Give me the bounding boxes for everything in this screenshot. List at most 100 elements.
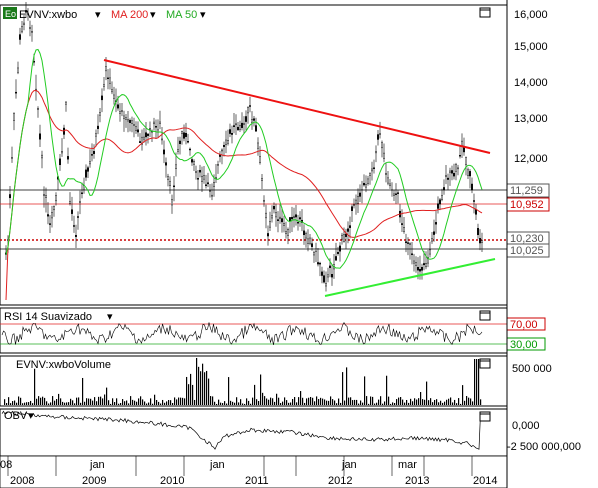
- obv-panel-maximize-button[interactable]: [479, 411, 491, 422]
- price-candle-body: [176, 149, 179, 152]
- support-trendline[interactable]: [324, 258, 496, 297]
- rsi-panel-maximize-button[interactable]: [479, 310, 491, 321]
- volume-bar: [36, 398, 38, 405]
- volume-bar: [114, 402, 116, 405]
- volume-bar: [138, 398, 140, 405]
- x-label-mar: mar: [398, 459, 417, 471]
- price-candle-body: [473, 200, 476, 202]
- volume-bar: [452, 402, 454, 405]
- resistance-trendline[interactable]: [103, 59, 491, 154]
- price-candle-body: [471, 183, 474, 191]
- time-axis-ticks: [7, 456, 473, 476]
- ma50-label[interactable]: MA 50: [166, 9, 197, 21]
- rsi-dropdown-icon[interactable]: ▾: [107, 311, 113, 323]
- price-candle-body: [319, 262, 322, 265]
- volume-bar: [476, 359, 478, 405]
- price-candle-body: [70, 209, 73, 214]
- volume-bar: [464, 400, 466, 405]
- price-candle-body: [311, 243, 314, 247]
- price-panel-maximize-button[interactable]: [479, 7, 491, 18]
- price-candle-body: [359, 192, 362, 197]
- price-series-dropdown-icon[interactable]: ▾: [95, 9, 101, 21]
- volume-bar: [290, 402, 292, 405]
- price-candle-body: [315, 248, 318, 252]
- price-candle-body: [383, 152, 386, 159]
- volume-bar: [460, 403, 462, 405]
- volume-bar: [122, 399, 124, 405]
- price-candle-body: [10, 157, 13, 159]
- volume-bar: [92, 400, 94, 405]
- volume-bar: [260, 374, 262, 405]
- price-candle-body: [164, 162, 167, 166]
- volume-bar: [82, 377, 84, 405]
- volume-panel[interactable]: [0, 355, 508, 407]
- ma200-dropdown-icon[interactable]: ▾: [150, 9, 156, 21]
- y-tick-12000: 12,000: [514, 153, 548, 165]
- volume-bar: [154, 394, 156, 405]
- volume-bar: [382, 403, 384, 405]
- price-candle-body: [421, 267, 424, 271]
- rsi-label[interactable]: RSI 14 Suavizado: [4, 311, 92, 323]
- volume-bar: [316, 396, 318, 405]
- volume-label[interactable]: EVNV:xwboVolume: [16, 359, 111, 371]
- volume-bar: [116, 398, 118, 405]
- price-candle-body: [285, 231, 288, 234]
- volume-bar: [210, 396, 212, 405]
- volume-bar: [292, 399, 294, 405]
- price-candle-body: [142, 136, 145, 140]
- volume-bar: [94, 397, 96, 405]
- volume-bar: [162, 399, 164, 405]
- price-candle-body: [381, 142, 384, 149]
- volume-bar: [22, 403, 24, 405]
- obv-label[interactable]: OBV: [4, 410, 28, 422]
- price-candle-body: [379, 133, 382, 135]
- price-candle-body: [351, 206, 354, 211]
- price-series-label[interactable]: EVNV:xwbo: [19, 9, 77, 21]
- price-panel[interactable]: [0, 4, 508, 306]
- price-candle-body: [307, 238, 310, 244]
- x-label-2011: 2011: [245, 475, 269, 487]
- volume-bar: [388, 396, 390, 405]
- obv-dropdown-icon[interactable]: ▾: [28, 410, 34, 422]
- price-candle-body: [112, 94, 115, 99]
- volume-bar: [212, 396, 214, 405]
- volume-bar: [108, 400, 110, 405]
- volume-bar: [56, 399, 58, 405]
- volume-bar: [46, 401, 48, 405]
- price-candle-body: [216, 164, 219, 166]
- ma50-dropdown-icon[interactable]: ▾: [200, 9, 206, 21]
- price-candle-body: [41, 154, 44, 159]
- volume-bar: [326, 400, 328, 405]
- volume-bar: [266, 398, 268, 405]
- rsi-tag-30-text: 30,00: [510, 339, 538, 351]
- volume-bar: [146, 403, 148, 405]
- price-candle-body: [148, 128, 151, 130]
- time-axis[interactable]: [0, 455, 508, 488]
- volume-bar: [296, 402, 298, 405]
- volume-bar: [200, 371, 202, 405]
- price-candle-body: [92, 151, 95, 155]
- volume-panel-maximize-button[interactable]: [479, 358, 491, 369]
- volume-bar: [78, 397, 80, 405]
- volume-bar: [396, 399, 398, 405]
- obv-panel[interactable]: [0, 408, 508, 457]
- volume-bar: [166, 401, 168, 405]
- price-candle-body: [76, 216, 79, 218]
- price-candle-body: [238, 125, 241, 130]
- price-candle-body: [178, 140, 181, 145]
- volume-bar: [248, 400, 250, 405]
- volume-bar: [262, 392, 264, 405]
- volume-bar: [118, 403, 120, 405]
- price-candles: [4, 2, 484, 292]
- price-candle-body: [353, 204, 356, 206]
- volume-bar: [144, 401, 146, 405]
- price-candle-body: [162, 149, 165, 155]
- rsi-line: [1, 321, 483, 346]
- price-candle-body: [335, 256, 338, 261]
- price-candle-body: [341, 234, 344, 240]
- volume-bar: [280, 403, 282, 405]
- volume-bar: [450, 397, 452, 405]
- ma200-label[interactable]: MA 200: [111, 9, 148, 21]
- volume-bar: [438, 402, 440, 405]
